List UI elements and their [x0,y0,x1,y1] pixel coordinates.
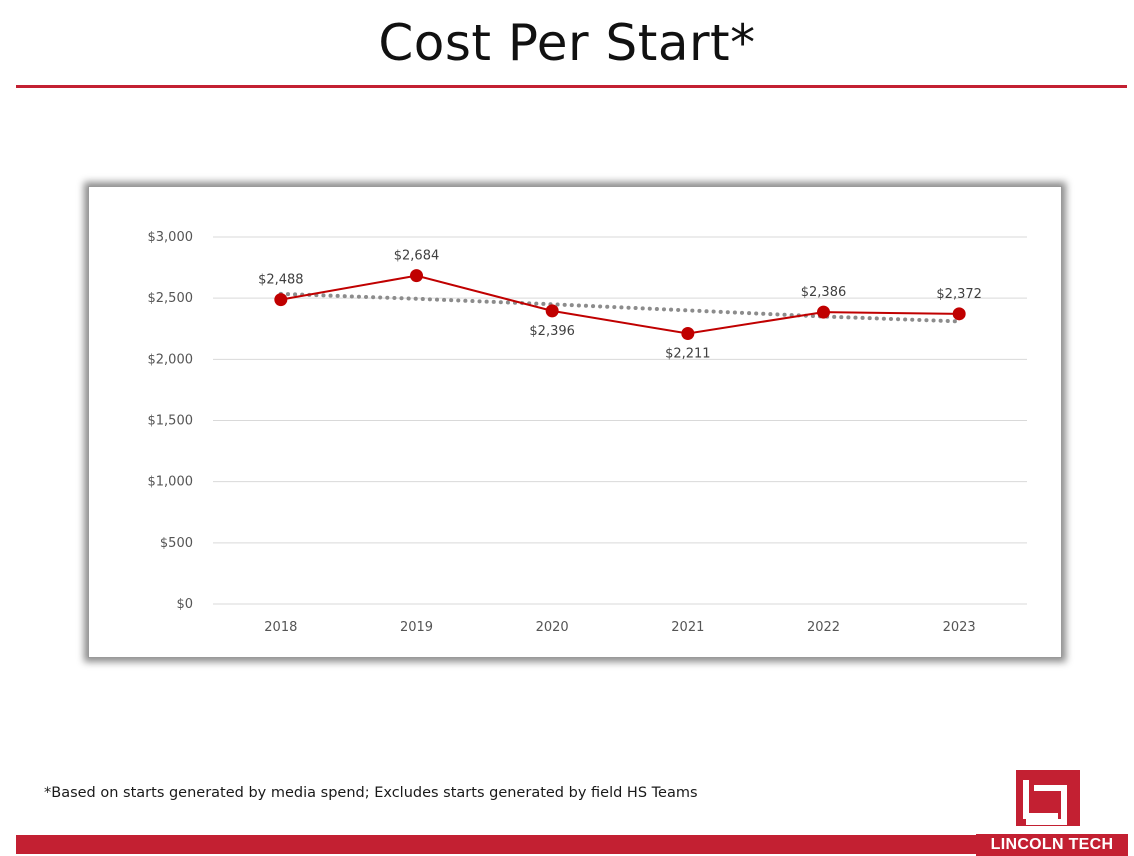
data-labels: $2,488 $2,684 $2,396 $2,211 $2,386 $2,372 [258,249,982,362]
data-label: $2,488 [258,273,304,288]
trendline-series [278,291,962,324]
footer-bar [16,835,976,854]
data-point [681,327,695,341]
data-label: $2,372 [936,287,982,302]
x-tick-label: 2023 [943,620,976,635]
data-label: $2,211 [665,347,711,362]
y-tick-label: $2,000 [148,352,194,367]
gridlines [213,236,1027,605]
x-tick-label: 2018 [264,620,297,635]
data-point [545,304,559,318]
y-tick-label: $0 [176,597,193,612]
y-tick-label: $1,500 [148,414,194,429]
data-point [952,307,966,321]
data-label: $2,386 [801,285,847,300]
brand-name: LINCOLN TECH [976,834,1128,856]
data-point [274,293,288,307]
series-line [280,274,960,335]
x-tick-label: 2022 [807,620,840,635]
data-label: $2,684 [394,249,440,264]
x-tick-label: 2021 [671,620,704,635]
chart-frame: $0 $500 $1,000 $1,500 $2,000 $2,500 $3,000 201… [88,186,1062,658]
cost-series [274,269,966,341]
y-tick-label: $1,000 [148,475,194,490]
title-divider [16,85,1127,88]
data-point [410,269,423,283]
data-point [817,305,830,319]
brand-logo: LINCOLN TECH [976,770,1134,856]
logo-mark-icon [1016,770,1080,826]
y-tick-label: $2,500 [148,291,194,306]
x-axis-tick-labels: 2018 2019 2020 2021 2022 2023 [264,620,975,635]
data-label: $2,396 [529,324,575,339]
y-axis-tick-labels: $0 $500 $1,000 $1,500 $2,000 $2,500 $3,000 [148,230,194,612]
trendline [278,291,962,324]
x-tick-label: 2019 [400,620,433,635]
x-tick-label: 2020 [536,620,569,635]
footnote: *Based on starts generated by media spen… [44,785,698,801]
line-chart: $0 $500 $1,000 $1,500 $2,000 $2,500 $3,000 201… [148,230,1027,635]
y-tick-label: $500 [160,536,193,551]
page-title: Cost Per Start* [378,14,756,72]
y-tick-label: $3,000 [148,230,194,245]
